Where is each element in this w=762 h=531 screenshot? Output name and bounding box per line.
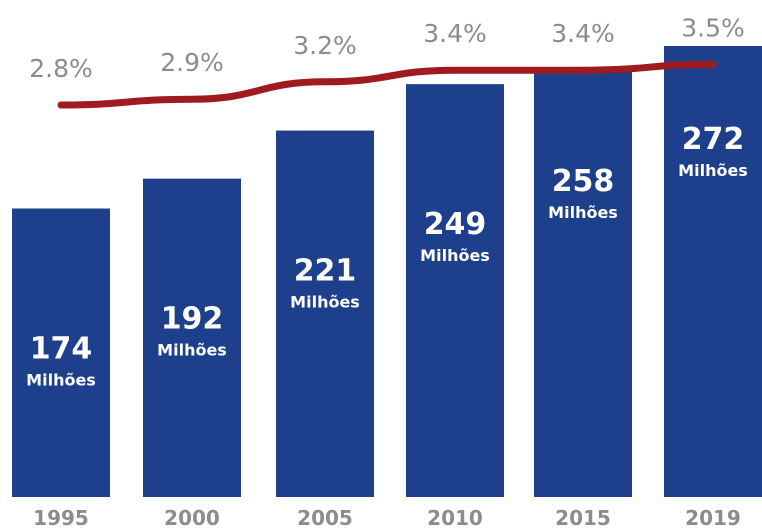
bar-value-label-1995: 174 bbox=[30, 331, 93, 366]
line-value-label-1995: 2.8% bbox=[29, 54, 93, 83]
bar-2000 bbox=[143, 178, 241, 497]
line-value-label-2010: 3.4% bbox=[423, 19, 487, 48]
line-layer bbox=[57, 60, 717, 109]
line-value-label-2000: 2.9% bbox=[160, 48, 224, 77]
percentage-line bbox=[57, 60, 717, 109]
bar-unit-label-1995: Milhões bbox=[26, 370, 96, 389]
bars-layer bbox=[12, 46, 762, 498]
x-tick-2015: 2015 bbox=[555, 506, 611, 530]
x-tick-1995: 1995 bbox=[33, 506, 89, 530]
line-value-label-2015: 3.4% bbox=[551, 19, 615, 48]
bar-value-label-2019: 272 bbox=[682, 122, 745, 157]
line-value-label-2019: 3.5% bbox=[681, 13, 745, 42]
bar-unit-label-2015: Milhões bbox=[548, 203, 618, 222]
bar-1995 bbox=[12, 208, 110, 497]
x-tick-2005: 2005 bbox=[297, 506, 353, 530]
bar-2005 bbox=[276, 130, 374, 497]
x-tick-2010: 2010 bbox=[427, 506, 483, 530]
x-tick-2019: 2019 bbox=[685, 506, 741, 530]
bar-value-label-2005: 221 bbox=[294, 254, 357, 289]
bar-unit-label-2010: Milhões bbox=[420, 246, 490, 265]
bar-2019 bbox=[664, 46, 762, 497]
bar-2015 bbox=[534, 69, 632, 498]
bar-2010 bbox=[406, 84, 504, 497]
bar-unit-label-2005: Milhões bbox=[290, 293, 360, 312]
bar-unit-label-2000: Milhões bbox=[157, 341, 227, 360]
bar-unit-label-2019: Milhões bbox=[678, 161, 748, 180]
bar-value-label-2010: 249 bbox=[424, 207, 487, 242]
line-value-label-2005: 3.2% bbox=[293, 31, 357, 60]
labels-layer: 174 Milhões 1995 2.8% 192 Milhões 2000 2.9% 221 M… bbox=[26, 13, 748, 530]
bar-value-label-2000: 192 bbox=[161, 302, 224, 337]
bar-value-label-2015: 258 bbox=[552, 164, 615, 199]
x-tick-2000: 2000 bbox=[164, 506, 220, 530]
